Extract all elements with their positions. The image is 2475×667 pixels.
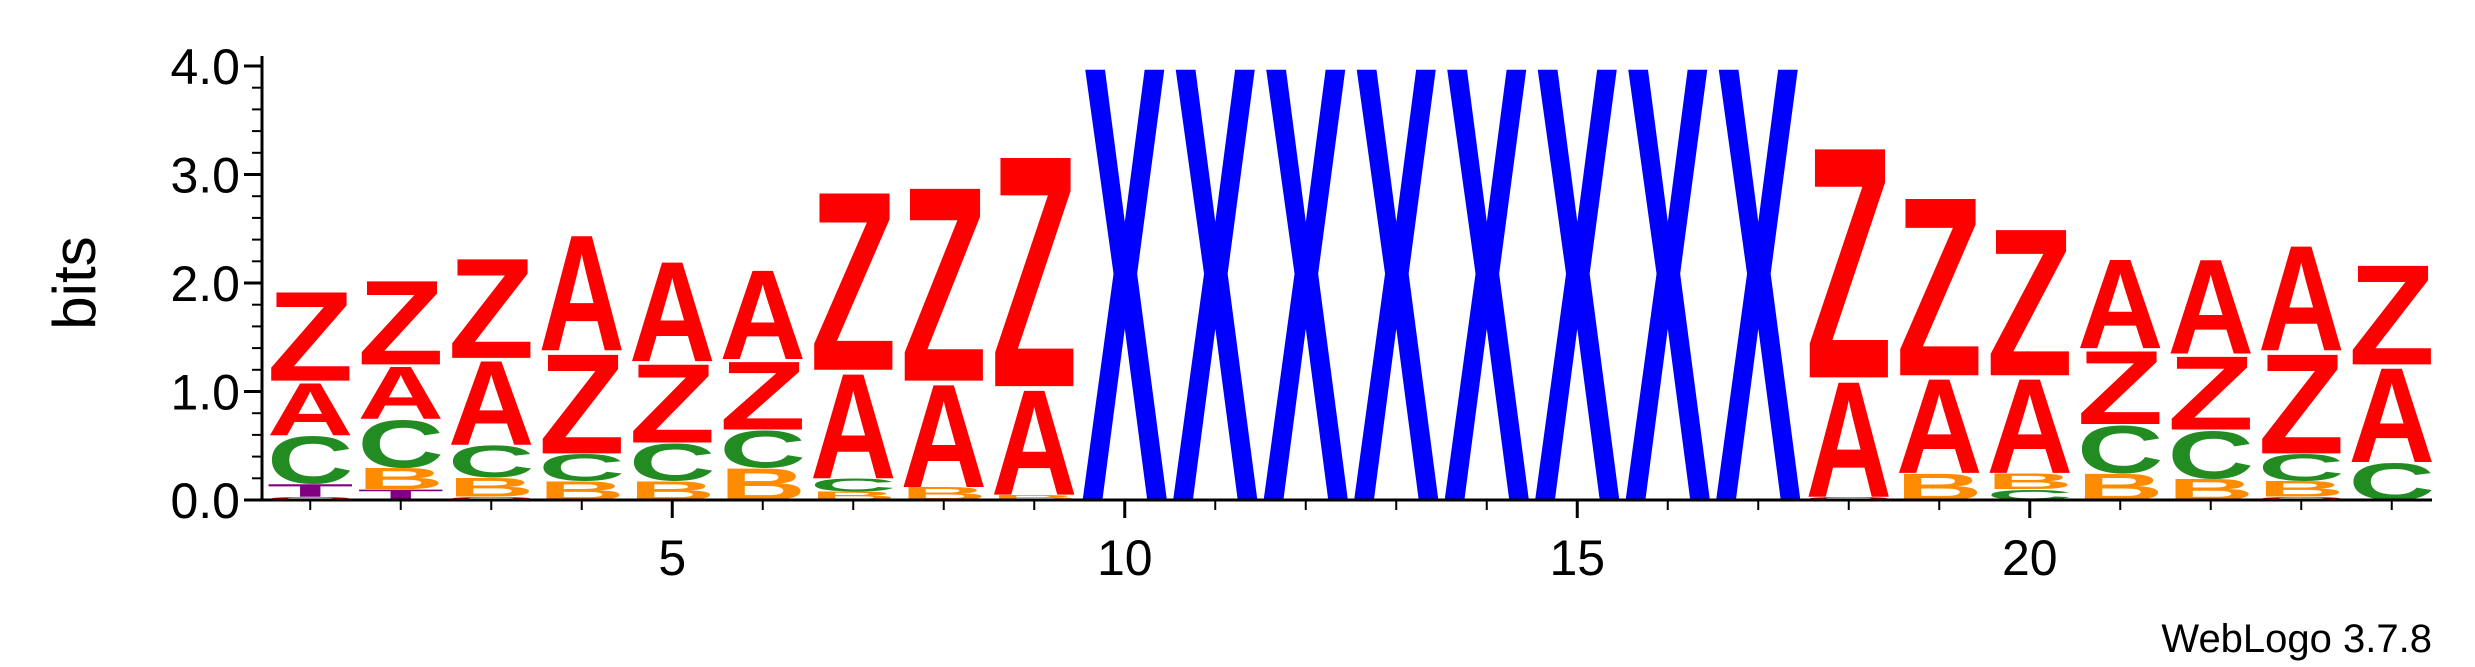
logo-glyph-x: X: [1715, 0, 1802, 633]
logo-glyph-c: C: [267, 422, 353, 498]
logo-glyph-a: A: [629, 232, 715, 391]
logo-glyph-z: Z: [1987, 185, 2073, 421]
x-tick-label: 15: [1549, 530, 1605, 586]
logo-glyph-z: Z: [629, 341, 715, 467]
x-tick-label: 20: [2002, 530, 2058, 586]
logo-glyph-z: Z: [267, 265, 353, 408]
logo-glyph-b: B: [991, 493, 1078, 501]
y-tick-label: 2.0: [170, 256, 240, 312]
logo-glyph-o: O: [2258, 496, 2344, 501]
logo-glyph-x: X: [1444, 0, 1531, 633]
logo-glyph-a: A: [448, 336, 534, 470]
logo-glyph-z: Z: [358, 255, 444, 390]
logo-glyph-a: A: [267, 367, 354, 451]
logo-glyph-c: C: [629, 433, 715, 492]
logo-glyph-z: Z: [991, 87, 1077, 458]
logo-glyph-o: O: [1806, 496, 1892, 501]
logo-glyph-z: Z: [2258, 325, 2344, 485]
logo-glyph-z: Z: [2349, 236, 2435, 396]
logo-glyph-o: O: [448, 496, 534, 501]
logo-glyph-z: Z: [539, 325, 625, 485]
logo-glyph-t: T: [267, 481, 353, 501]
x-tick-label: 10: [1097, 530, 1153, 586]
logo-glyph-x: X: [1263, 0, 1350, 633]
logo-glyph-z: Z: [901, 128, 987, 439]
logo-glyph-z: Z: [448, 229, 534, 389]
logo-glyph-a: A: [2168, 232, 2255, 384]
logo-glyph-z: Z: [810, 138, 896, 424]
logo-glyph-a: A: [1987, 351, 2074, 503]
logo-glyph-z: Z: [2077, 329, 2163, 446]
logo-glyph-x: X: [1625, 0, 1712, 633]
logo-glyph-a: A: [2349, 340, 2436, 492]
logo-glyph-c: C: [2258, 447, 2344, 489]
logo-glyph-a: A: [2077, 233, 2164, 376]
logo-glyph-a: A: [539, 200, 625, 386]
logo-glyph-a: A: [810, 342, 896, 510]
logo-glyph-c: C: [358, 406, 444, 482]
logo-glyph-a: A: [901, 354, 987, 519]
logo-glyph-c: C: [810, 475, 897, 495]
logo-glyph-a: A: [358, 351, 445, 435]
logo-glyph-z: Z: [2168, 335, 2254, 452]
logo-glyph-b: B: [2258, 477, 2344, 502]
logo-glyph-c: C: [2168, 417, 2254, 493]
logo-glyph-z: Z: [720, 341, 806, 450]
logo-glyph-c: C: [720, 420, 806, 479]
logo-glyph-c: C: [539, 447, 625, 489]
logo-glyph-b: B: [1987, 469, 2073, 494]
logo-glyph-b: B: [358, 462, 445, 496]
chart-axes: 0.0 1.0 2.0 3.0 4.0 5 10 15 20: [170, 39, 2432, 586]
logo-glyph-x: X: [1172, 0, 1259, 633]
weblogo-credit: WebLogo 3.7.8: [2161, 617, 2432, 661]
logo-glyph-x: X: [1353, 0, 1440, 633]
logo-glyph-x: X: [1534, 0, 1621, 633]
logo-glyph-z: Z: [1806, 78, 1892, 449]
logo-glyph-c: C: [2077, 412, 2163, 488]
y-tick-label: 0.0: [170, 473, 240, 529]
y-tick-label: 1.0: [170, 365, 240, 421]
logo-glyph-z: Z: [1896, 144, 1982, 430]
y-axis-label: bits: [41, 236, 108, 329]
logo-glyph-c: C: [448, 437, 534, 487]
logo-glyph-a: A: [2258, 214, 2344, 382]
y-tick-label: 4.0: [170, 39, 240, 95]
logo-glyph-a: A: [720, 244, 807, 387]
logo-glyph-o: O: [267, 496, 353, 501]
y-tick-label: 3.0: [170, 148, 240, 204]
logo-glyph-x: X: [1082, 0, 1169, 633]
logo-glyph-b: B: [448, 472, 535, 502]
logo-glyph-a: A: [1896, 351, 1983, 503]
x-tick-label: 5: [658, 530, 686, 586]
